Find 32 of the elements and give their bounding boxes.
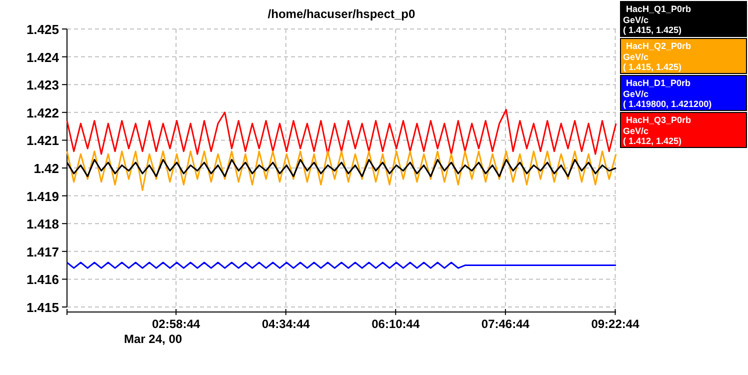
y-tick-label: 1.42: [34, 161, 59, 176]
x-tick-label: 02:58:44: [152, 317, 200, 331]
text: ( 1.415, 1.425): [623, 25, 682, 35]
text: GeV/c: [623, 52, 649, 62]
y-tick-label: 1.424: [26, 50, 60, 65]
y-tick-label: 1.419: [26, 188, 59, 204]
line-series: [66, 108, 617, 155]
text: GeV/c: [623, 126, 649, 136]
x-tick-label: 09:22:44: [591, 317, 640, 331]
x-tick-label: 04:34:44: [262, 317, 310, 331]
line-series: [66, 150, 617, 191]
y-tick-label: 1.422: [26, 105, 59, 120]
x-tick-label: 06:10:44: [372, 317, 420, 331]
legend-label: HacH_D1_P0rb: [626, 78, 692, 88]
x-tick-label: 07:46:44: [481, 317, 530, 331]
chart-title: /home/hacuser/hspect_p0: [268, 7, 416, 21]
y-tick-label: 1.417: [26, 244, 59, 260]
y-tick-label: 1.415: [26, 300, 59, 315]
text: GeV/c: [623, 15, 649, 25]
y-tick-label: 1.418: [26, 216, 59, 232]
legend-label: HacH_Q1_P0rb: [626, 4, 692, 14]
text: ( 1.419800, 1.421200): [623, 99, 712, 109]
legend-label: HacH_Q2_P0rb: [626, 41, 692, 51]
legend-label: HacH_Q3_P0rb: [626, 115, 692, 125]
text: Mar 24, 00: [124, 332, 182, 346]
y-tick-label: 1.416: [26, 272, 59, 288]
text: ( 1.415, 1.425): [623, 62, 682, 72]
y-tick-label: 1.425: [26, 22, 59, 37]
text: GeV/c: [623, 89, 649, 99]
y-tick-label: 1.421: [26, 133, 59, 148]
text: ( 1.412, 1.425): [623, 136, 682, 146]
y-tick-label: 1.423: [26, 78, 59, 93]
